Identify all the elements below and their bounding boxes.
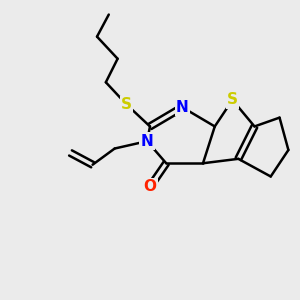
Text: O: O (143, 179, 157, 194)
Text: S: S (227, 92, 238, 107)
Text: N: N (176, 100, 189, 115)
Text: S: S (121, 97, 132, 112)
Text: N: N (141, 134, 153, 149)
